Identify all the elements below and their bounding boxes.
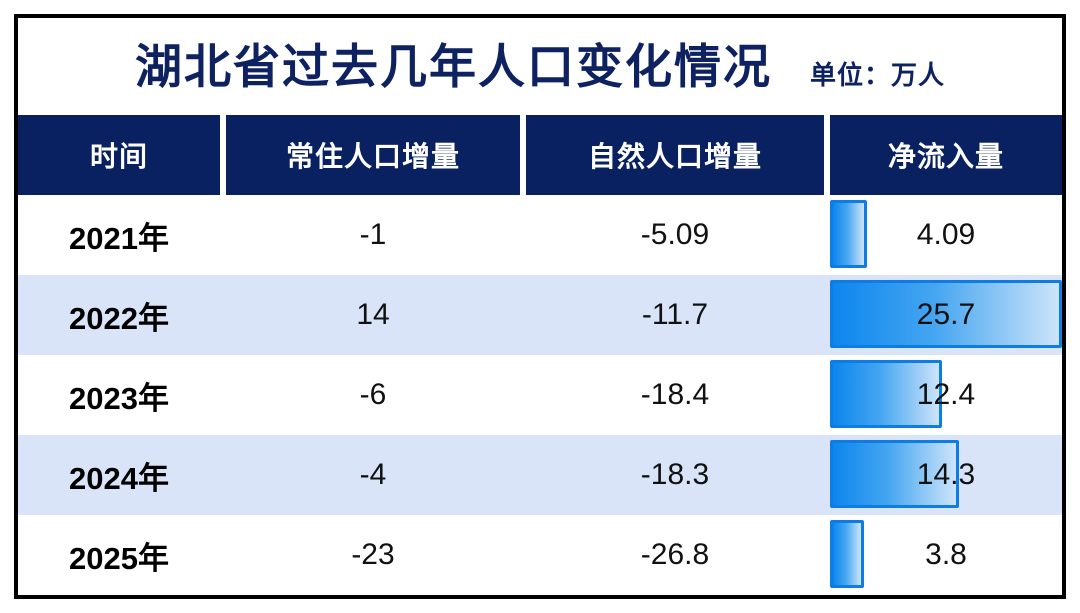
resident-increment-value: -23: [351, 538, 395, 571]
net-inflow-bar: [830, 520, 865, 588]
year-label: 2025年: [69, 540, 169, 576]
year-label: 2023年: [69, 380, 169, 416]
natural-increment-value: -11.7: [641, 298, 709, 331]
title-bar: 湖北省过去几年人口变化情况 单位：万人: [18, 18, 1062, 115]
column-header-natural-increment: 自然人口增量: [526, 115, 824, 195]
table-header-row: 时间 常住人口增量 自然人口增量 净流入量: [18, 115, 1062, 195]
natural-increment-value: -26.8: [640, 538, 710, 571]
resident-increment-value: -6: [359, 378, 387, 411]
net-inflow-value: 14.3: [916, 458, 976, 491]
resident-increment-value: -4: [359, 458, 387, 491]
table-row-2025: 2025年 -23 -26.8 3.8: [18, 515, 1062, 595]
net-inflow-cell: 14.3: [830, 435, 1062, 515]
year-label: 2022年: [69, 300, 169, 336]
table-frame: 湖北省过去几年人口变化情况 单位：万人 时间 常住人口增量 自然人口增量 净流入…: [14, 14, 1066, 599]
table-row-2024: 2024年 -4 -18.3 14.3: [18, 435, 1062, 515]
table-body: 2021年 -1 -5.09 4.09 2022年 14 -11.7 25.7 …: [18, 195, 1062, 595]
resident-increment-value: -1: [359, 218, 387, 251]
resident-increment-value: 14: [356, 298, 390, 331]
net-inflow-cell: 25.7: [830, 275, 1062, 355]
unit-label: 单位：万人: [809, 60, 945, 90]
net-inflow-cell: 12.4: [830, 355, 1062, 435]
column-header-net-inflow: 净流入量: [830, 115, 1062, 195]
net-inflow-bar: [830, 200, 867, 268]
column-header-resident-increment: 常住人口增量: [226, 115, 520, 195]
net-inflow-bar: [830, 360, 942, 428]
net-inflow-value: 3.8: [925, 538, 967, 571]
net-inflow-cell: 3.8: [830, 515, 1062, 595]
net-inflow-value: 25.7: [916, 298, 976, 331]
net-inflow-bar: [830, 440, 959, 508]
net-inflow-bar: [830, 280, 1062, 348]
table-row-2023: 2023年 -6 -18.4 12.4: [18, 355, 1062, 435]
natural-increment-value: -18.4: [640, 378, 710, 411]
table-row-2021: 2021年 -1 -5.09 4.09: [18, 195, 1062, 275]
net-inflow-cell: 4.09: [830, 195, 1062, 275]
year-label: 2024年: [69, 460, 169, 496]
page-title: 湖北省过去几年人口变化情况: [134, 40, 772, 93]
year-label: 2021年: [69, 220, 169, 256]
natural-increment-value: -5.09: [640, 218, 710, 251]
column-header-time: 时间: [18, 115, 220, 195]
table-row-2022: 2022年 14 -11.7 25.7: [18, 275, 1062, 355]
net-inflow-value: 4.09: [916, 218, 976, 251]
net-inflow-value: 12.4: [916, 378, 976, 411]
natural-increment-value: -18.3: [640, 458, 710, 491]
